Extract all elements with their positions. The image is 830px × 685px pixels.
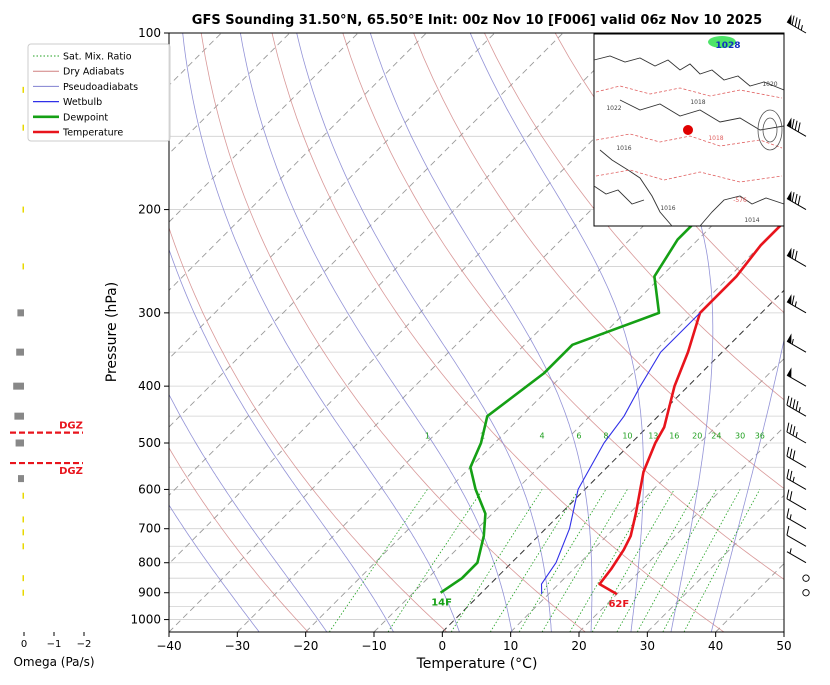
surface-temperature-label: 62F [608, 599, 629, 610]
legend-entry: Wetbulb [63, 97, 102, 108]
omega-bar [16, 349, 24, 356]
y-tick-label: 300 [138, 306, 161, 320]
mixing-ratio-label: 6 [576, 431, 581, 440]
y-tick-label: 600 [138, 482, 161, 496]
legend-entry: Temperature [62, 128, 123, 139]
x-axis-label: Temperature (°C) [416, 656, 538, 672]
chart-title: GFS Sounding 31.50°N, 65.50°E Init: 00z … [192, 13, 762, 28]
inset-map-label: -576 [733, 197, 747, 204]
inset-map-label: 1016 [616, 145, 631, 152]
y-tick-label: 700 [138, 522, 161, 536]
inset-map-label: 1018 [690, 99, 705, 106]
legend-entry: Sat. Mix. Ratio [63, 52, 132, 63]
omega-bar [23, 87, 25, 93]
inset-map-label: 1018 [708, 135, 723, 142]
inset-map-label: 1022 [606, 105, 621, 112]
y-tick-label: 200 [138, 203, 161, 217]
omega-bar [23, 493, 25, 499]
omega-bar [17, 309, 24, 316]
y-tick-label: 100 [138, 26, 161, 40]
mixing-ratio-label: 30 [735, 431, 745, 440]
dgz-label: DGZ [59, 466, 83, 477]
surface-dewpoint-label: 14F [431, 598, 452, 609]
mixing-ratio-label: 24 [711, 431, 721, 440]
mixing-ratio-label: 4 [540, 431, 545, 440]
x-tick-label: −10 [361, 639, 386, 653]
omega-bar [23, 575, 25, 581]
omega-tick-label: −2 [77, 639, 92, 650]
mixing-ratio-label: 20 [692, 431, 702, 440]
omega-bar [14, 413, 24, 420]
mixing-ratio-label: 1 [425, 431, 430, 440]
y-tick-label: 1000 [130, 613, 161, 627]
omega-tick-label: −1 [47, 639, 62, 650]
y-axis-label: Pressure (hPa) [104, 282, 120, 382]
y-tick-label: 900 [138, 586, 161, 600]
legend-entry: Dry Adiabats [63, 67, 124, 78]
mixing-ratio-label: 36 [755, 431, 765, 440]
legend: Sat. Mix. Ratio Dry Adiabats Pseudoadiabat… [28, 44, 170, 141]
x-tick-label: 10 [503, 639, 518, 653]
inset-map-label: 1020 [762, 81, 777, 88]
mixing-ratio-label: 8 [603, 431, 608, 440]
x-tick-label: −40 [156, 639, 181, 653]
inset-map-label: 1028 [715, 41, 740, 51]
legend-entry: Pseudoadiabats [63, 82, 138, 93]
legend-entry: Dewpoint [63, 112, 108, 123]
omega-bar [23, 516, 25, 522]
inset-map: 1028 1022 1016 1016 1014 1018 1020 1018 -576 [594, 34, 784, 226]
mixing-ratio-label: 10 [622, 431, 632, 440]
x-tick-label: −20 [293, 639, 318, 653]
inset-map-label: 1014 [744, 217, 759, 224]
x-tick-label: −30 [225, 639, 250, 653]
location-marker [683, 125, 693, 135]
y-tick-label: 400 [138, 379, 161, 393]
y-tick-label: 800 [138, 556, 161, 570]
omega-bar [23, 529, 25, 535]
x-tick-label: 20 [571, 639, 586, 653]
omega-bar [18, 475, 24, 482]
x-tick-label: 40 [708, 639, 723, 653]
omega-bar [23, 263, 25, 269]
omega-bar [16, 439, 24, 446]
dgz-label: DGZ [59, 421, 83, 432]
x-tick-label: 30 [640, 639, 655, 653]
omega-bar [23, 590, 25, 596]
inset-map-label: 1016 [660, 205, 675, 212]
y-tick-label: 500 [138, 436, 161, 450]
omega-bar [23, 543, 25, 549]
omega-tick-label: 0 [21, 639, 27, 650]
omega-axis-label: Omega (Pa/s) [13, 655, 94, 669]
omega-bar [13, 383, 24, 390]
omega-bar [23, 207, 25, 213]
omega-bar [23, 125, 25, 131]
x-tick-label: 0 [439, 639, 447, 653]
mixing-ratio-label: 16 [669, 431, 679, 440]
x-tick-label: 50 [776, 639, 791, 653]
